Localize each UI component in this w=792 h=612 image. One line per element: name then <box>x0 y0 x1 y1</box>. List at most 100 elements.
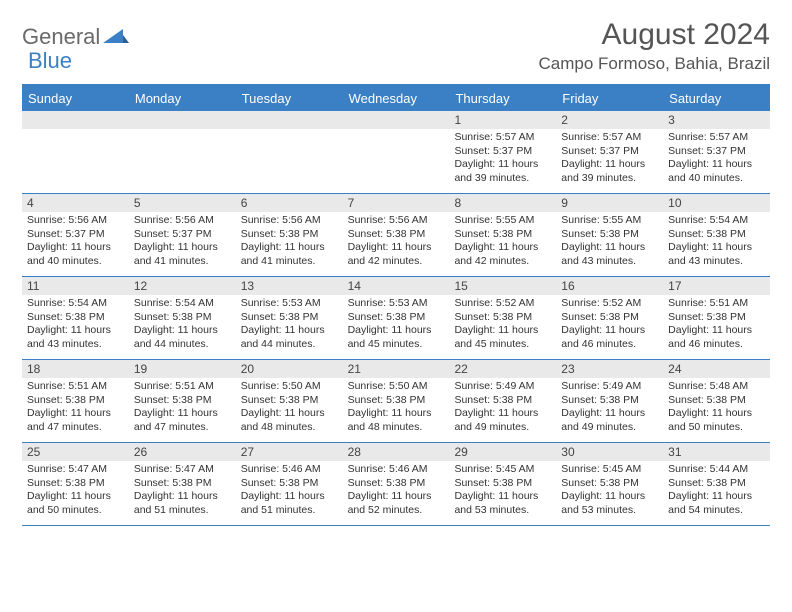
cell-line-sunset: Sunset: 5:37 PM <box>134 228 231 242</box>
cell-body: Sunrise: 5:51 AMSunset: 5:38 PMDaylight:… <box>663 295 770 357</box>
cell-line-daylight1: Daylight: 11 hours <box>668 407 765 421</box>
weekday-header: Wednesday <box>343 86 450 111</box>
cell-line-daylight1: Daylight: 11 hours <box>454 241 551 255</box>
day-number: 3 <box>663 111 770 129</box>
weekday-header: Friday <box>556 86 663 111</box>
calendar-cell: 5Sunrise: 5:56 AMSunset: 5:37 PMDaylight… <box>129 194 236 276</box>
cell-line-daylight1: Daylight: 11 hours <box>241 241 338 255</box>
cell-line-sunrise: Sunrise: 5:45 AM <box>561 463 658 477</box>
cell-line-sunrise: Sunrise: 5:52 AM <box>454 297 551 311</box>
cell-body: Sunrise: 5:53 AMSunset: 5:38 PMDaylight:… <box>236 295 343 357</box>
cell-line-sunset: Sunset: 5:38 PM <box>668 477 765 491</box>
cell-line-sunrise: Sunrise: 5:55 AM <box>454 214 551 228</box>
cell-line-daylight2: and 40 minutes. <box>27 255 124 269</box>
cell-line-daylight2: and 54 minutes. <box>668 504 765 518</box>
cell-body: Sunrise: 5:46 AMSunset: 5:38 PMDaylight:… <box>236 461 343 523</box>
day-number: 22 <box>449 360 556 378</box>
cell-line-daylight2: and 48 minutes. <box>348 421 445 435</box>
calendar-cell: 14Sunrise: 5:53 AMSunset: 5:38 PMDayligh… <box>343 277 450 359</box>
weekday-header: Thursday <box>449 86 556 111</box>
calendar-cell: 20Sunrise: 5:50 AMSunset: 5:38 PMDayligh… <box>236 360 343 442</box>
cell-line-sunset: Sunset: 5:38 PM <box>134 394 231 408</box>
day-number: 24 <box>663 360 770 378</box>
day-number: 9 <box>556 194 663 212</box>
cell-line-daylight2: and 47 minutes. <box>134 421 231 435</box>
calendar-cell <box>129 111 236 193</box>
day-number: 7 <box>343 194 450 212</box>
cell-line-daylight2: and 43 minutes. <box>27 338 124 352</box>
logo: General <box>22 24 129 50</box>
cell-body: Sunrise: 5:57 AMSunset: 5:37 PMDaylight:… <box>663 129 770 191</box>
cell-body: Sunrise: 5:57 AMSunset: 5:37 PMDaylight:… <box>556 129 663 191</box>
cell-body: Sunrise: 5:47 AMSunset: 5:38 PMDaylight:… <box>22 461 129 523</box>
cell-line-sunset: Sunset: 5:38 PM <box>668 394 765 408</box>
cell-line-sunset: Sunset: 5:38 PM <box>27 477 124 491</box>
calendar-cell: 4Sunrise: 5:56 AMSunset: 5:37 PMDaylight… <box>22 194 129 276</box>
calendar: SundayMondayTuesdayWednesdayThursdayFrid… <box>22 84 770 526</box>
cell-line-sunrise: Sunrise: 5:48 AM <box>668 380 765 394</box>
cell-line-daylight2: and 42 minutes. <box>454 255 551 269</box>
cell-line-daylight2: and 48 minutes. <box>241 421 338 435</box>
calendar-cell: 3Sunrise: 5:57 AMSunset: 5:37 PMDaylight… <box>663 111 770 193</box>
cell-line-sunrise: Sunrise: 5:49 AM <box>561 380 658 394</box>
cell-line-sunset: Sunset: 5:38 PM <box>348 228 445 242</box>
cell-body: Sunrise: 5:49 AMSunset: 5:38 PMDaylight:… <box>449 378 556 440</box>
cell-line-daylight1: Daylight: 11 hours <box>454 158 551 172</box>
cell-line-sunrise: Sunrise: 5:56 AM <box>348 214 445 228</box>
calendar-cell: 9Sunrise: 5:55 AMSunset: 5:38 PMDaylight… <box>556 194 663 276</box>
cell-body: Sunrise: 5:46 AMSunset: 5:38 PMDaylight:… <box>343 461 450 523</box>
cell-line-daylight2: and 43 minutes. <box>561 255 658 269</box>
cell-line-daylight1: Daylight: 11 hours <box>668 324 765 338</box>
day-number: 6 <box>236 194 343 212</box>
cell-line-daylight1: Daylight: 11 hours <box>134 324 231 338</box>
cell-line-daylight1: Daylight: 11 hours <box>134 490 231 504</box>
day-number: 14 <box>343 277 450 295</box>
cell-line-daylight2: and 49 minutes. <box>561 421 658 435</box>
calendar-cell: 13Sunrise: 5:53 AMSunset: 5:38 PMDayligh… <box>236 277 343 359</box>
cell-line-sunrise: Sunrise: 5:53 AM <box>348 297 445 311</box>
cell-line-sunrise: Sunrise: 5:57 AM <box>561 131 658 145</box>
cell-line-daylight1: Daylight: 11 hours <box>27 241 124 255</box>
cell-line-sunset: Sunset: 5:38 PM <box>241 228 338 242</box>
cell-line-sunset: Sunset: 5:38 PM <box>134 311 231 325</box>
calendar-week: 11Sunrise: 5:54 AMSunset: 5:38 PMDayligh… <box>22 277 770 360</box>
cell-line-daylight2: and 52 minutes. <box>348 504 445 518</box>
day-number: 17 <box>663 277 770 295</box>
cell-line-daylight2: and 44 minutes. <box>241 338 338 352</box>
cell-line-daylight1: Daylight: 11 hours <box>454 324 551 338</box>
cell-line-daylight2: and 43 minutes. <box>668 255 765 269</box>
cell-body: Sunrise: 5:52 AMSunset: 5:38 PMDaylight:… <box>449 295 556 357</box>
cell-line-sunrise: Sunrise: 5:47 AM <box>27 463 124 477</box>
cell-line-daylight1: Daylight: 11 hours <box>134 407 231 421</box>
cell-line-daylight1: Daylight: 11 hours <box>348 241 445 255</box>
cell-line-daylight1: Daylight: 11 hours <box>27 490 124 504</box>
cell-line-daylight1: Daylight: 11 hours <box>561 490 658 504</box>
cell-line-daylight1: Daylight: 11 hours <box>348 490 445 504</box>
cell-line-daylight2: and 41 minutes. <box>241 255 338 269</box>
cell-line-sunset: Sunset: 5:38 PM <box>668 311 765 325</box>
calendar-week: 18Sunrise: 5:51 AMSunset: 5:38 PMDayligh… <box>22 360 770 443</box>
cell-body: Sunrise: 5:57 AMSunset: 5:37 PMDaylight:… <box>449 129 556 191</box>
cell-line-sunset: Sunset: 5:38 PM <box>454 311 551 325</box>
cell-line-daylight2: and 40 minutes. <box>668 172 765 186</box>
calendar-cell <box>343 111 450 193</box>
cell-line-daylight2: and 53 minutes. <box>454 504 551 518</box>
cell-line-daylight2: and 50 minutes. <box>668 421 765 435</box>
day-number <box>22 111 129 129</box>
location: Campo Formoso, Bahia, Brazil <box>539 54 770 74</box>
cell-line-sunset: Sunset: 5:38 PM <box>561 394 658 408</box>
calendar-cell: 26Sunrise: 5:47 AMSunset: 5:38 PMDayligh… <box>129 443 236 525</box>
cell-body: Sunrise: 5:56 AMSunset: 5:38 PMDaylight:… <box>236 212 343 274</box>
cell-line-sunrise: Sunrise: 5:57 AM <box>668 131 765 145</box>
day-number: 23 <box>556 360 663 378</box>
calendar-cell: 10Sunrise: 5:54 AMSunset: 5:38 PMDayligh… <box>663 194 770 276</box>
cell-line-sunrise: Sunrise: 5:51 AM <box>27 380 124 394</box>
cell-line-sunrise: Sunrise: 5:45 AM <box>454 463 551 477</box>
cell-line-daylight1: Daylight: 11 hours <box>668 158 765 172</box>
cell-line-daylight1: Daylight: 11 hours <box>348 324 445 338</box>
cell-line-sunset: Sunset: 5:38 PM <box>454 477 551 491</box>
day-number <box>129 111 236 129</box>
cell-line-daylight2: and 44 minutes. <box>134 338 231 352</box>
cell-line-daylight1: Daylight: 11 hours <box>561 241 658 255</box>
cell-line-sunrise: Sunrise: 5:57 AM <box>454 131 551 145</box>
